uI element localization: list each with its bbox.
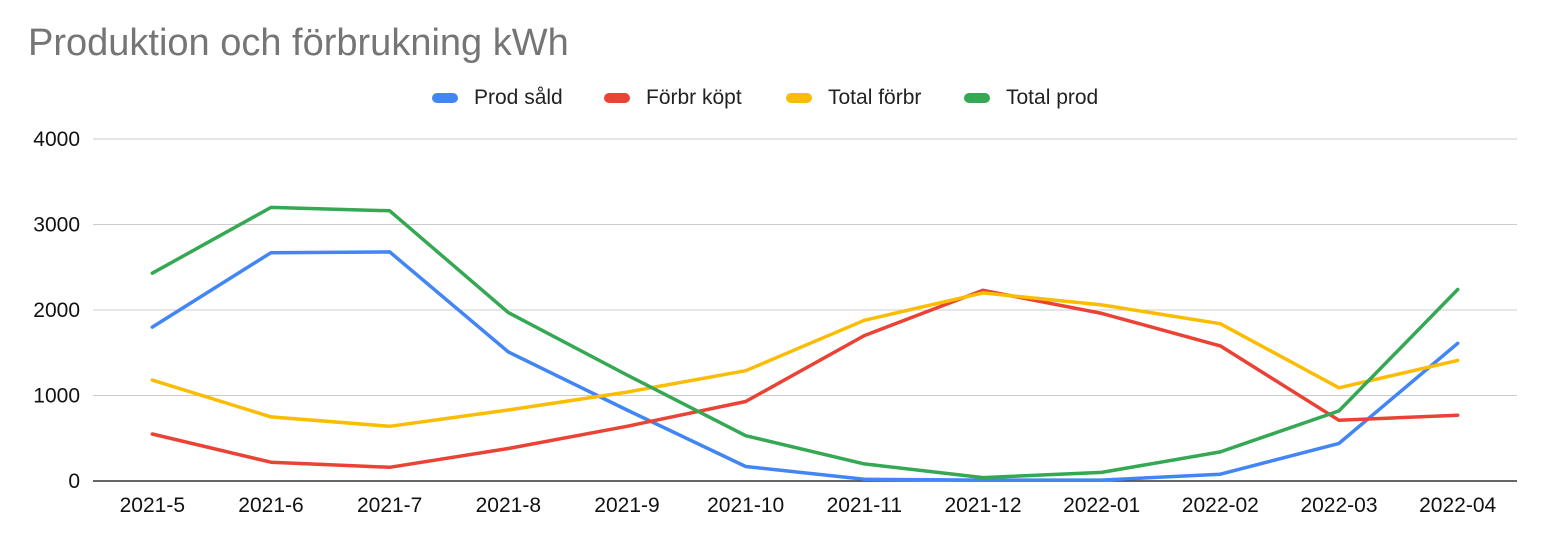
x-tick-label-2021-5: 2021-5 xyxy=(120,494,185,517)
x-tick-label-2021-11: 2021-11 xyxy=(827,494,903,517)
y-tick-label-4000: 4000 xyxy=(33,128,80,151)
legend-label-total-prod: Total prod xyxy=(1006,86,1099,109)
series-line-total-forbr xyxy=(150,291,1460,429)
series-line-prod-sald xyxy=(150,250,1460,482)
y-tick-label-3000: 3000 xyxy=(33,214,80,237)
x-tick-label-2021-7: 2021-7 xyxy=(357,494,422,517)
legend-item-prod-sald[interactable]: Prod såld xyxy=(432,84,563,112)
legend-label-total-forbr: Total förbr xyxy=(828,86,922,109)
x-tick-label-2021-6: 2021-6 xyxy=(238,494,303,517)
legend-item-total-forbr[interactable]: Total förbr xyxy=(786,84,921,112)
x-tick-label-2021-8: 2021-8 xyxy=(476,494,541,517)
legend-swatch-total-prod xyxy=(964,93,990,103)
legend-label-prod-sald: Prod såld xyxy=(474,86,563,109)
legend-item-total-prod[interactable]: Total prod xyxy=(964,84,1098,112)
legend-item-forbr-kopt[interactable]: Förbr köpt xyxy=(604,84,742,112)
x-tick-label-2021-12: 2021-12 xyxy=(944,494,1021,517)
x-tick-label-2021-10: 2021-10 xyxy=(707,494,784,517)
x-tick-label-2022-04: 2022-04 xyxy=(1419,494,1496,517)
legend-swatch-forbr-kopt xyxy=(604,93,630,103)
y-tick-label-1000: 1000 xyxy=(33,385,80,408)
series-line-total-prod xyxy=(150,205,1460,480)
legend-swatch-total-forbr xyxy=(786,93,812,103)
legend-label-forbr-kopt: Förbr köpt xyxy=(646,86,742,109)
chart-title: Produktion och förbrukning kWh xyxy=(28,22,569,64)
legend-swatch-prod-sald xyxy=(432,93,458,103)
x-tick-label-2022-02: 2022-02 xyxy=(1182,494,1259,517)
series-line-forbr-kopt xyxy=(150,288,1460,470)
x-tick-label-2022-01: 2022-01 xyxy=(1063,494,1140,517)
y-tick-label-2000: 2000 xyxy=(33,299,80,322)
y-tick-label-0: 0 xyxy=(68,470,80,493)
x-tick-label-2022-03: 2022-03 xyxy=(1300,494,1377,517)
chart-legend: Prod såld Förbr köpt Total förbr Total p… xyxy=(0,84,1544,112)
x-tick-label-2021-9: 2021-9 xyxy=(594,494,659,517)
